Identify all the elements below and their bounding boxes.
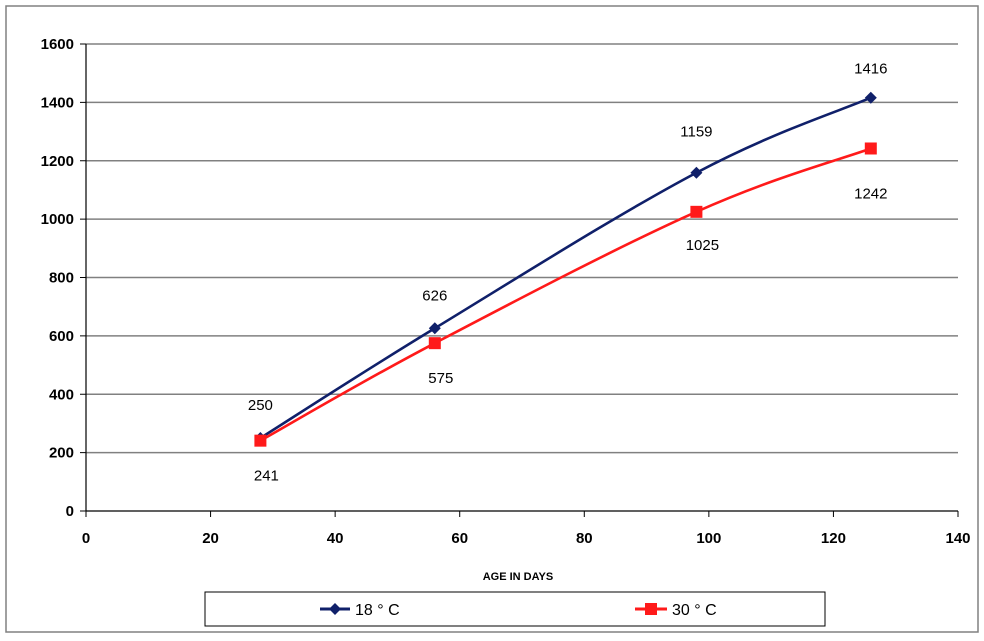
x-tick-label: 20 <box>202 530 219 547</box>
data-point-diamond <box>864 91 877 104</box>
y-tick-label: 600 <box>49 328 74 345</box>
x-tick-label: 120 <box>821 530 846 547</box>
x-tick-label: 80 <box>576 530 593 547</box>
y-tick-label: 800 <box>49 270 74 287</box>
data-label: 626 <box>422 287 447 304</box>
data-point-square <box>428 337 441 350</box>
data-label: 1159 <box>680 124 712 141</box>
legend: 18 ° C 30 ° C <box>204 591 826 627</box>
series <box>254 91 877 447</box>
data-point-square <box>690 205 703 218</box>
x-tick-label: 100 <box>696 530 721 547</box>
data-label: 1416 <box>854 61 887 78</box>
data-point-diamond <box>690 166 703 179</box>
tick-labels: 0 200 400 600 800 1000 1200 1400 1600 0 20 40 60 80 10… <box>41 36 971 547</box>
x-tick-label: 140 <box>945 530 970 547</box>
y-tick-label: 1000 <box>41 211 74 228</box>
series-line-0 <box>259 96 872 440</box>
axes <box>80 43 959 517</box>
data-label: 250 <box>248 397 273 414</box>
legend-label-18c: 18 ° C <box>355 602 400 619</box>
series-line-1 <box>259 147 872 442</box>
data-label: 575 <box>428 370 453 387</box>
data-labels: 250 626 1159 1416 241 575 1025 1242 <box>248 61 888 485</box>
legend-box <box>204 591 826 627</box>
data-label: 241 <box>254 468 279 485</box>
data-point-square <box>864 142 877 155</box>
y-tick-label: 400 <box>49 386 74 403</box>
x-tick-label: 60 <box>451 530 468 547</box>
chart-frame <box>5 5 979 633</box>
x-axis-title: AGE IN DAYS <box>483 571 554 583</box>
y-tick-label: 1200 <box>41 153 74 170</box>
y-tick-label: 1600 <box>41 36 74 53</box>
legend-marker-30c <box>645 603 657 615</box>
y-tick-label: 1400 <box>41 94 74 111</box>
x-tick-label: 40 <box>327 530 344 547</box>
data-label: 1025 <box>686 237 719 254</box>
x-tick-label: 0 <box>82 530 90 547</box>
data-point-diamond <box>428 322 441 335</box>
data-point-square <box>254 434 267 447</box>
y-tick-label: 0 <box>66 503 74 520</box>
gridlines <box>86 43 958 454</box>
y-tick-label: 200 <box>49 445 74 462</box>
legend-label-30c: 30 ° C <box>672 602 717 619</box>
legend-marker-18c <box>329 603 341 615</box>
data-label: 1242 <box>854 185 887 202</box>
